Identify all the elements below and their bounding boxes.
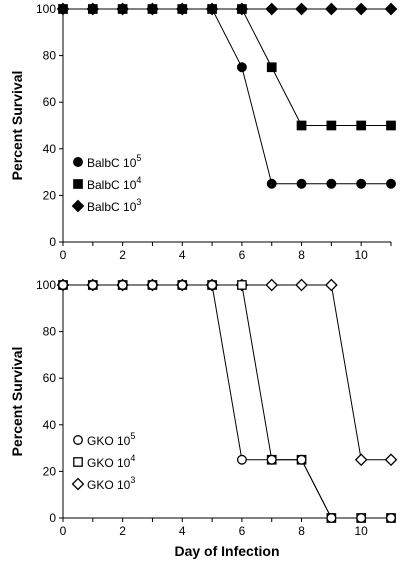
data-point — [177, 280, 188, 290]
data-point — [295, 2, 308, 16]
data-point — [87, 4, 98, 14]
data-point — [117, 4, 128, 14]
data-point — [325, 278, 338, 292]
y-tick-label: 20 — [43, 464, 57, 478]
data-point — [386, 513, 396, 523]
y-tick-label: 80 — [43, 325, 57, 339]
y-axis-label: Percent Survival — [9, 347, 25, 457]
y-tick-label: 0 — [49, 235, 56, 249]
data-point — [326, 513, 337, 523]
data-point — [386, 120, 396, 131]
data-point — [236, 62, 247, 73]
x-tick-label: 8 — [298, 248, 305, 262]
legend-label: BalbC 104 — [87, 175, 141, 192]
data-point — [58, 4, 68, 14]
x-tick-label: 4 — [179, 524, 186, 538]
x-tick-label: 8 — [298, 524, 305, 538]
series-line — [63, 8, 391, 126]
data-point — [356, 120, 367, 131]
x-tick-label: 10 — [355, 248, 369, 262]
legend-exponent: 5 — [130, 431, 135, 441]
legend-label: GKO 104 — [87, 453, 135, 470]
data-point — [147, 4, 158, 14]
data-point — [237, 280, 247, 290]
legend-marker — [73, 157, 83, 167]
x-tick-label: 10 — [355, 524, 369, 538]
y-axis-label: Percent Survival — [9, 71, 25, 181]
data-point — [295, 278, 308, 292]
y-tick-label: 60 — [43, 371, 57, 385]
y-tick-label: 0 — [49, 511, 56, 525]
data-point — [326, 120, 337, 131]
x-tick-label: 2 — [119, 524, 126, 538]
data-point — [296, 178, 307, 189]
data-point — [147, 280, 158, 290]
data-point — [326, 178, 337, 189]
data-point — [296, 120, 307, 131]
data-point — [296, 454, 307, 465]
legend-marker — [71, 477, 85, 491]
data-point — [266, 178, 277, 189]
x-tick-label: 2 — [119, 248, 126, 262]
data-point — [265, 278, 279, 292]
y-tick-label: 40 — [43, 142, 57, 156]
data-point — [266, 62, 277, 73]
data-point — [354, 2, 368, 16]
data-point — [325, 2, 338, 16]
y-tick-label: 60 — [43, 95, 57, 109]
legend-marker — [73, 435, 83, 445]
legend-marker — [73, 457, 83, 467]
data-point — [384, 2, 398, 16]
legend-marker — [73, 179, 83, 189]
data-point — [236, 454, 247, 465]
x-tick-label: 4 — [179, 248, 186, 262]
data-point — [266, 454, 277, 465]
data-point — [386, 178, 396, 189]
x-axis-label: Day of Infection — [174, 543, 279, 559]
y-tick-label: 100 — [36, 2, 56, 16]
y-tick-label: 20 — [43, 188, 57, 202]
data-point — [207, 280, 218, 290]
data-point — [117, 280, 128, 290]
legend-label: GKO 103 — [87, 475, 135, 492]
legend-marker — [71, 199, 85, 213]
x-tick-label: 0 — [60, 248, 67, 262]
data-point — [237, 4, 247, 14]
legend-exponent: 4 — [130, 453, 135, 463]
legend-exponent: 3 — [130, 475, 135, 485]
data-point — [265, 2, 279, 16]
data-point — [356, 513, 367, 523]
x-tick-label: 0 — [60, 524, 67, 538]
x-tick-label: 6 — [239, 248, 246, 262]
legend-exponent: 5 — [136, 153, 141, 163]
data-point — [354, 453, 368, 467]
legend-label: GKO 105 — [87, 431, 135, 448]
y-tick-label: 80 — [43, 49, 57, 63]
data-point — [356, 178, 367, 189]
legend-exponent: 3 — [136, 197, 141, 207]
legend-label: BalbC 105 — [87, 153, 141, 170]
data-point — [207, 4, 218, 14]
data-point — [87, 280, 98, 290]
data-point — [58, 280, 68, 290]
data-point — [177, 4, 188, 14]
y-tick-label: 40 — [43, 418, 57, 432]
x-tick-label: 6 — [239, 524, 246, 538]
y-tick-label: 100 — [36, 278, 56, 292]
data-point — [384, 453, 398, 467]
legend-label: BalbC 103 — [87, 197, 141, 214]
legend-exponent: 4 — [136, 175, 141, 185]
